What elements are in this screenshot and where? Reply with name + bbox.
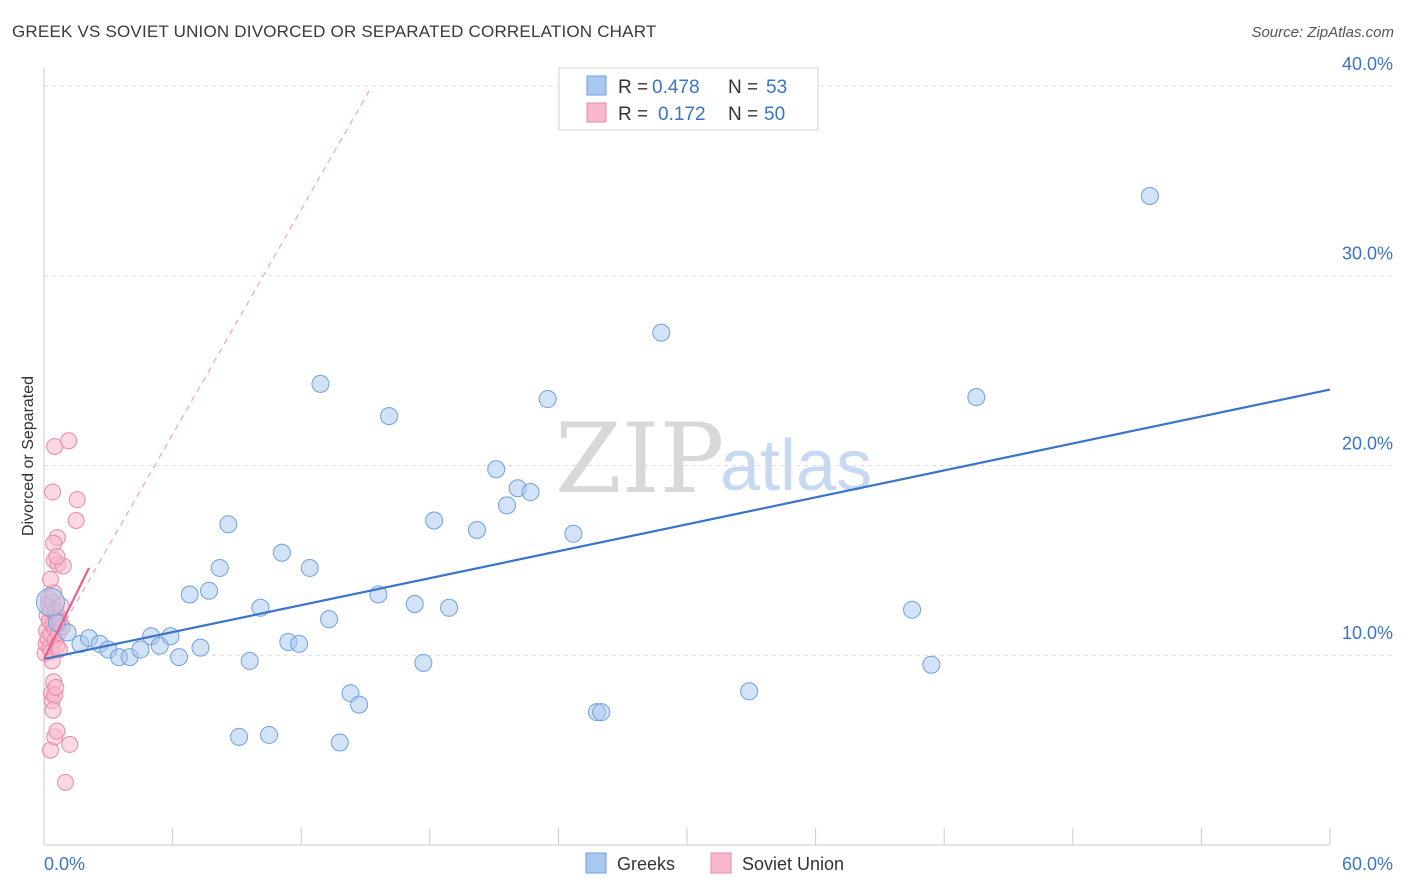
point-greeks	[967, 388, 986, 407]
point-greeks	[330, 733, 349, 752]
point-greeks	[290, 634, 309, 653]
legend-n-label-greeks: N =	[728, 77, 758, 98]
legend-r-label-greeks: R =	[618, 77, 648, 98]
legend-n-label-soviet: N =	[728, 104, 758, 125]
point-greeks	[320, 610, 339, 629]
x-tick-label: 0.0%	[44, 854, 85, 874]
point-greeks	[35, 587, 65, 617]
top-legend: R = 0.478 N = 53 R = 0.172 N = 50	[558, 67, 819, 131]
trend-line-greeks	[43, 388, 1331, 661]
point-soviet-union	[41, 570, 59, 588]
point-greeks	[564, 524, 583, 543]
y-tick-label: 20.0%	[1342, 433, 1393, 453]
point-greeks	[922, 655, 941, 674]
point-greeks	[440, 598, 459, 617]
point-soviet-union	[48, 722, 66, 740]
trend-line-soviet-solid	[43, 567, 90, 660]
legend-swatch-soviet	[586, 102, 607, 123]
point-greeks	[58, 623, 77, 642]
point-soviet-union	[56, 773, 74, 791]
point-greeks	[652, 323, 671, 342]
trend-lines	[43, 85, 1331, 661]
tick-labels: 10.0% 20.0% 30.0% 40.0% 0.0% 60.0%	[44, 54, 1393, 874]
point-greeks	[210, 558, 229, 577]
bottom-legend-swatch-greeks	[585, 852, 607, 874]
axes	[43, 68, 1331, 846]
trend-line-soviet-dashed	[43, 85, 373, 660]
point-greeks	[521, 483, 540, 502]
point-greeks	[350, 695, 369, 714]
chart-source: Source: ZipAtlas.com	[1251, 24, 1394, 41]
point-greeks	[380, 407, 399, 426]
watermark-zip: ZIP	[555, 403, 724, 515]
point-greeks	[405, 595, 424, 614]
point-greeks	[180, 585, 199, 604]
point-greeks	[240, 651, 259, 670]
point-greeks	[538, 390, 557, 409]
bottom-legend: Greeks Soviet Union	[585, 852, 844, 874]
point-greeks	[260, 725, 279, 744]
x-tick-label: 60.0%	[1342, 854, 1393, 874]
point-greeks	[131, 640, 150, 659]
point-soviet-union	[48, 548, 66, 566]
legend-n-value-greeks: 53	[766, 77, 787, 98]
point-greeks	[487, 460, 506, 479]
point-greeks	[1140, 187, 1159, 206]
point-soviet-union	[67, 512, 85, 530]
point-soviet-union	[60, 432, 78, 450]
legend-swatch-greeks	[586, 75, 607, 96]
y-tick-label: 40.0%	[1342, 54, 1393, 74]
point-soviet-union	[44, 701, 62, 719]
point-greeks	[740, 682, 759, 701]
legend-n-value-soviet: 50	[764, 104, 785, 125]
point-soviet-union	[61, 735, 79, 753]
point-greeks	[219, 515, 238, 534]
point-greeks	[200, 581, 219, 600]
bottom-legend-label-greeks: Greeks	[617, 854, 675, 874]
point-greeks	[497, 496, 516, 515]
y-axis-label: Divorced or Separated	[20, 376, 37, 536]
y-tick-label: 30.0%	[1342, 244, 1393, 264]
point-greeks	[170, 648, 189, 667]
legend-r-label-soviet: R =	[618, 104, 648, 125]
legend-r-value-greeks: 0.478	[652, 77, 700, 98]
point-greeks	[903, 600, 922, 619]
legend-r-value-soviet: 0.172	[658, 104, 706, 125]
point-greeks	[592, 703, 611, 722]
point-greeks	[311, 374, 330, 393]
point-greeks	[300, 558, 319, 577]
point-soviet-union	[68, 491, 86, 509]
point-greeks	[272, 543, 291, 562]
point-greeks	[467, 520, 486, 539]
point-soviet-union	[47, 678, 65, 696]
bottom-legend-swatch-soviet	[710, 852, 732, 874]
point-soviet-union	[50, 641, 68, 659]
y-tick-label: 10.0%	[1342, 623, 1393, 643]
watermark-atlas: atlas	[720, 426, 872, 506]
point-greeks	[230, 727, 249, 746]
chart-title: GREEK VS SOVIET UNION DIVORCED OR SEPARA…	[12, 22, 657, 41]
point-greeks	[414, 653, 433, 672]
point-greeks	[191, 638, 210, 657]
gridlines	[44, 85, 1392, 656]
bottom-legend-label-soviet: Soviet Union	[742, 854, 844, 874]
point-soviet-union	[44, 483, 62, 501]
point-greeks	[425, 511, 444, 530]
